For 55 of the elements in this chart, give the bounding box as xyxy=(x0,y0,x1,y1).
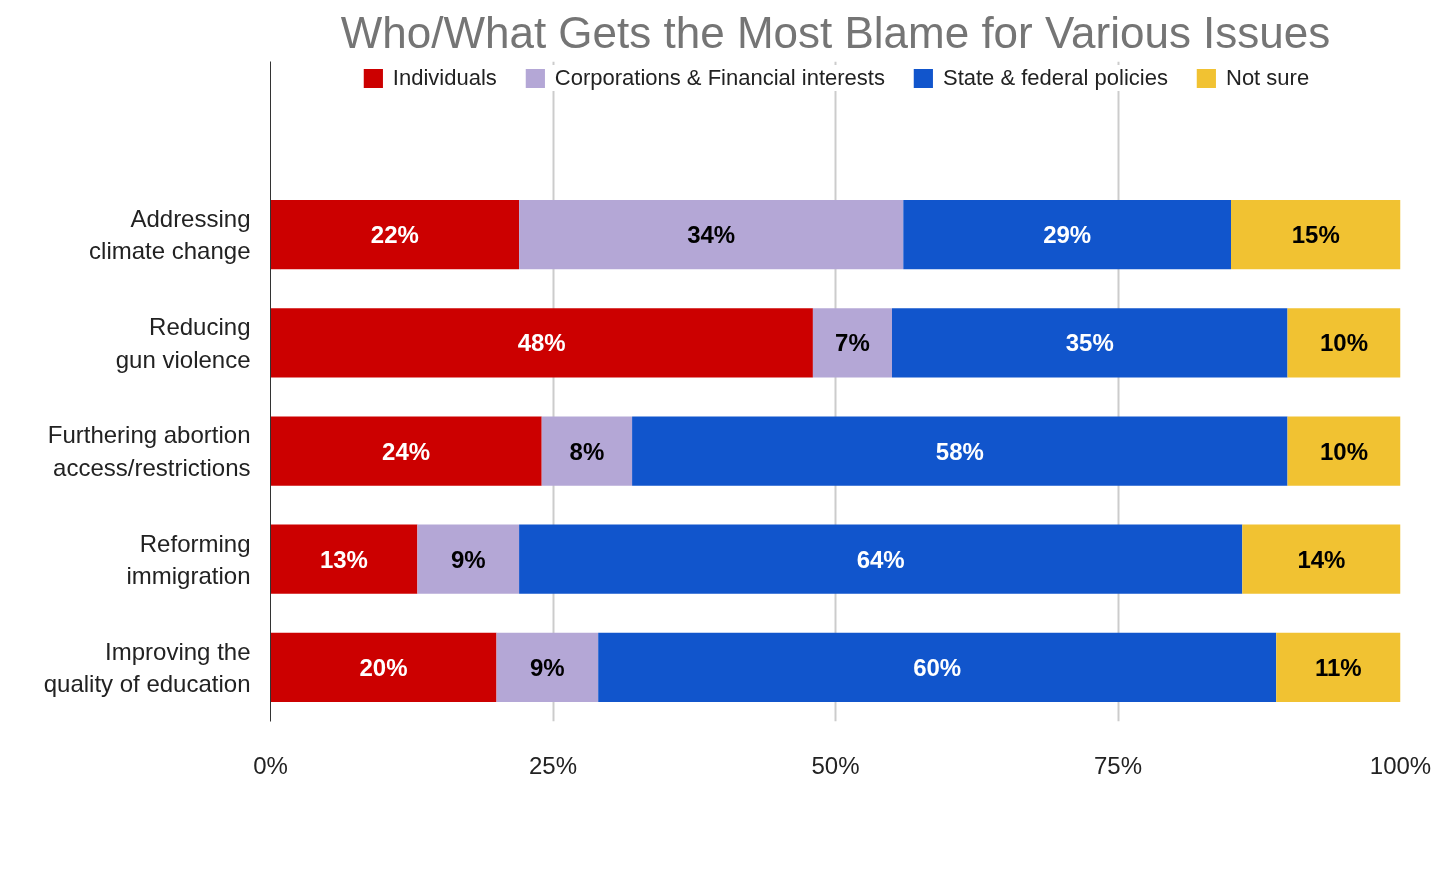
data-label: 60% xyxy=(913,653,962,681)
data-label: 13% xyxy=(319,545,368,573)
bar xyxy=(903,199,1231,270)
legend-label: Not sure xyxy=(1225,65,1310,91)
y-tick-label: Reducing gun violence xyxy=(115,313,251,373)
data-label: 24% xyxy=(382,437,431,465)
x-tick-label: 100% xyxy=(1369,751,1432,779)
x-tick-label: 50% xyxy=(811,751,860,779)
data-label: 48% xyxy=(517,329,566,357)
bar xyxy=(270,199,520,270)
legend-label: Individuals xyxy=(392,65,497,91)
data-label: 34% xyxy=(687,221,736,249)
bar xyxy=(270,416,542,486)
bar xyxy=(632,416,1288,486)
data-label: 35% xyxy=(1065,329,1114,357)
data-label: 9% xyxy=(530,653,565,681)
bar xyxy=(519,524,1243,594)
bar xyxy=(812,308,892,378)
bar xyxy=(1276,632,1401,703)
bar xyxy=(270,632,497,703)
y-tick-label: Addressing climate change xyxy=(89,204,251,265)
bar xyxy=(598,632,1277,703)
data-label: 10% xyxy=(1319,329,1369,357)
y-tick-label: Reforming immigration xyxy=(126,529,251,589)
data-label: 15% xyxy=(1291,221,1340,249)
legend-label: State & federal policies xyxy=(942,65,1168,91)
y-tick-label: Furthering abortion access/restrictions xyxy=(47,421,251,481)
x-tick-label: 0% xyxy=(253,751,288,779)
x-tick-label: 25% xyxy=(528,751,578,779)
data-label: 58% xyxy=(935,437,984,465)
chart-title: Who/What Gets the Most Blame for Various Issues xyxy=(340,7,1331,57)
x-tick-label: 75% xyxy=(1093,751,1143,779)
bar xyxy=(1231,199,1401,270)
bar xyxy=(270,308,813,378)
bar xyxy=(541,416,633,486)
bar xyxy=(1242,524,1401,594)
data-label: 64% xyxy=(856,545,905,573)
data-label: 29% xyxy=(1043,221,1092,249)
data-label: 10% xyxy=(1319,437,1369,465)
bar xyxy=(892,308,1288,378)
bar xyxy=(1287,416,1401,486)
bar xyxy=(496,632,599,703)
data-label: 22% xyxy=(370,221,419,249)
data-label: 7% xyxy=(835,329,870,357)
legend-label: Corporations & Financial interests xyxy=(554,65,885,91)
bar xyxy=(417,524,520,594)
bar xyxy=(270,524,418,594)
data-label: 20% xyxy=(359,653,408,681)
y-tick-label: Improving the quality of education xyxy=(43,637,251,698)
data-label: 9% xyxy=(450,545,486,573)
bar xyxy=(519,199,904,270)
data-label: 11% xyxy=(1314,653,1362,681)
data-label: 14% xyxy=(1297,545,1346,573)
bar xyxy=(1287,308,1401,378)
data-label: 8% xyxy=(569,437,605,465)
